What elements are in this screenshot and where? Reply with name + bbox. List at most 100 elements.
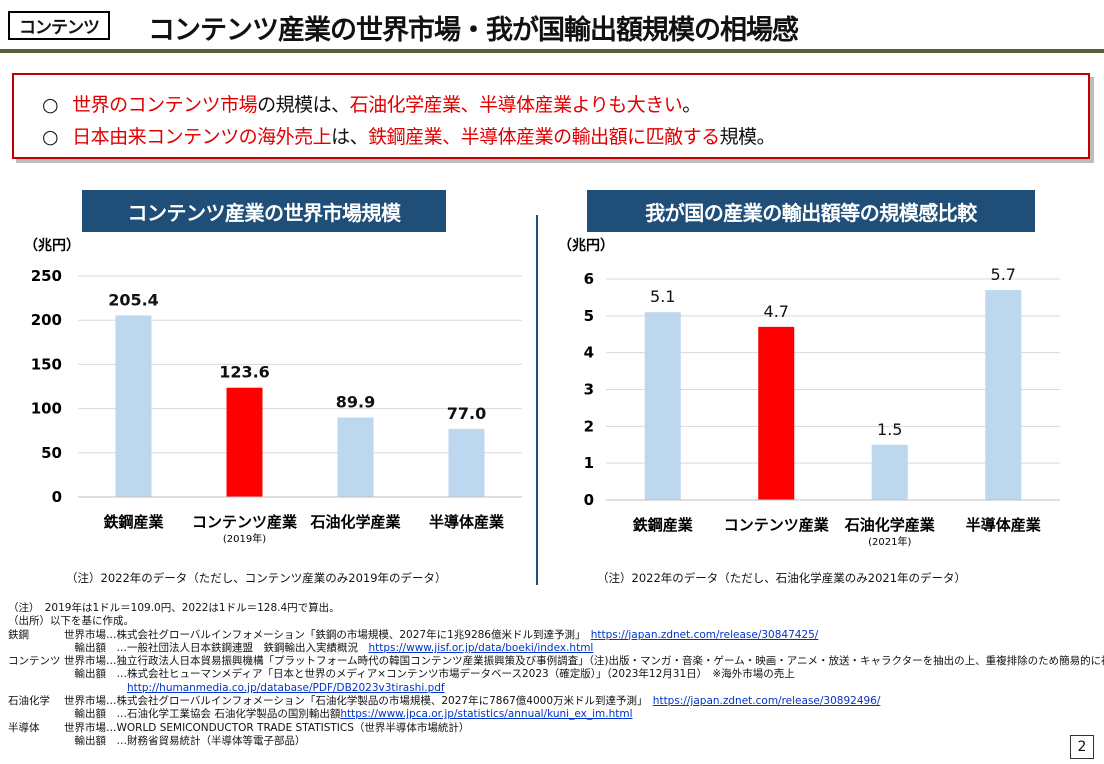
page-title: コンテンツ産業の世界市場・我が国輸出額規模の相場感 — [148, 15, 799, 46]
source-text: 輸出額 …一般社団法人日本鉄鋼連盟 鉄鋼輸出入実績概況 — [64, 641, 369, 654]
source-industry: コンテンツ — [8, 655, 61, 668]
category-label: 石油化学産業 — [844, 516, 936, 534]
source-text — [64, 682, 127, 695]
y-tick-label: 250 — [31, 267, 62, 285]
category-label: 半導体産業 — [966, 516, 1042, 534]
source-industry — [8, 642, 64, 655]
y-tick-label: 150 — [31, 355, 62, 373]
category-label: 石油化学産業 — [309, 513, 401, 531]
data-label: 205.4 — [108, 290, 159, 309]
source-link[interactable]: https://www.jpca.or.jp/statistics/annual… — [340, 708, 633, 721]
source-line: （出所）以下を基に作成。 — [8, 615, 1088, 628]
category-label: 鉄鋼産業 — [103, 513, 164, 531]
summary-text: 鉄鋼産業、半導体産業の輸出額に匹敵する — [368, 126, 720, 148]
section-tag: コンテンツ — [8, 11, 110, 40]
source-text: 世界市場…株式会社グローバルインフォメーション「鉄鋼の市場規模、2027年に1兆… — [64, 628, 591, 641]
source-text: 世界市場…独立行政法人日本貿易振興機構「プラットフォーム時代の韓国コンテンツ産業… — [64, 655, 1104, 668]
y-tick-label: 5 — [584, 307, 594, 325]
source-line: 半導体 世界市場…WORLD SEMICONDUCTOR TRADE STATIS… — [8, 722, 1088, 735]
category-note: (2021年) — [868, 535, 911, 548]
source-text: 輸出額 …株式会社ヒューマンメディア「日本と世界のメディア×コンテンツ市場データ… — [64, 668, 795, 681]
source-notes: （注） 2019年は1ドル＝109.0円、2022は1ドル＝128.4円で算出。… — [8, 602, 1104, 748]
y-tick-label: 2 — [584, 417, 594, 435]
summary-text: 規模。 — [719, 126, 776, 148]
source-industry: 半導体 — [8, 721, 40, 734]
source-industry: 鉄鋼 — [8, 628, 29, 641]
source-line: 鉄鋼 世界市場…株式会社グローバルインフォメーション「鉄鋼の市場規模、2027年に… — [8, 629, 1088, 642]
bar — [226, 387, 263, 497]
y-tick-label: 0 — [584, 491, 594, 509]
data-label: 1.5 — [877, 420, 902, 439]
source-text: 世界市場…WORLD SEMICONDUCTOR TRADE STATISTIC… — [64, 721, 470, 734]
source-link[interactable]: https://www.jisf.or.jp/data/boeki/index.… — [368, 641, 594, 654]
y-axis-unit: （兆円） — [24, 238, 80, 254]
chart-2-title: 我が国の産業の輸出額等の規模感比較 — [587, 190, 1035, 232]
bar — [448, 428, 485, 497]
bar — [985, 290, 1022, 500]
summary-text: 日本由来コンテンツの海外売上 — [72, 126, 332, 148]
y-axis-unit: （兆円） — [558, 238, 614, 254]
source-line: 輸出額 …株式会社ヒューマンメディア「日本と世界のメディア×コンテンツ市場データ… — [8, 668, 1088, 681]
page-number: 2 — [1070, 735, 1094, 759]
source-line: 輸出額 …財務省貿易統計（半導体等電子部品） — [8, 735, 1088, 748]
source-line: 石油化学 世界市場…株式会社グローバルインフォメーション「石油化学製品の市場規模、… — [8, 695, 1088, 708]
source-line: 輸出額 …一般社団法人日本鉄鋼連盟 鉄鋼輸出入実績概況 https://www.… — [8, 642, 1088, 655]
y-tick-label: 3 — [584, 381, 594, 399]
source-text: （注） 2019年は1ドル＝109.0円、2022は1ドル＝128.4円で算出。 — [8, 602, 340, 614]
data-label: 4.7 — [764, 302, 789, 321]
y-tick-label: 0 — [52, 488, 62, 506]
y-tick-label: 100 — [31, 400, 62, 418]
source-industry — [8, 668, 64, 681]
category-label: コンテンツ産業 — [724, 516, 830, 534]
y-tick-label: 6 — [584, 270, 594, 288]
chart-1: （兆円） 0 50 100 150 200 250 205.4 鉄鋼産業 123.6 コンテンツ産業… — [24, 238, 522, 545]
data-label: 77.0 — [447, 404, 486, 423]
title-underline — [0, 49, 1104, 53]
chart-divider — [536, 215, 538, 585]
bar — [115, 315, 152, 497]
y-tick-label: 1 — [584, 454, 594, 472]
summary-text: 石油化学産業、半導体産業よりも大きい — [349, 94, 683, 116]
summary-line-1: ○ 世界のコンテンツ市場の規模は、石油化学産業、半導体産業よりも大きい。 — [42, 89, 1088, 121]
summary-line-2: ○ 日本由来コンテンツの海外売上は、鉄鋼産業、半導体産業の輸出額に匹敵する規模。 — [42, 121, 1088, 153]
category-label: コンテンツ産業 — [192, 513, 298, 531]
summary-text: は、 — [331, 126, 369, 148]
chart-2-note: （注）2022年のデータ（ただし、石油化学産業のみ2021年のデータ） — [597, 571, 967, 585]
source-industry — [8, 682, 64, 695]
source-line: 輸出額 …石油化学工業協会 石油化学製品の国別輸出額 https://www.j… — [8, 708, 1088, 721]
category-label: 半導体産業 — [429, 513, 505, 531]
chart-1-note: （注）2022年のデータ（ただし、コンテンツ産業のみ2019年のデータ） — [66, 571, 447, 585]
summary-text: 。 — [682, 94, 701, 116]
source-link[interactable]: http://humanmedia.co.jp/database/PDF/DB2… — [127, 681, 445, 694]
summary-box: ○ 世界のコンテンツ市場の規模は、石油化学産業、半導体産業よりも大きい。 ○ 日本由… — [12, 73, 1090, 159]
source-text: 世界市場…株式会社グローバルインフォメーション「石油化学製品の市場規模、2027… — [64, 695, 653, 708]
bar — [337, 417, 374, 497]
source-text: 輸出額 …財務省貿易統計（半導体等電子部品） — [64, 734, 306, 747]
category-note: (2019年) — [223, 532, 266, 545]
source-industry — [8, 708, 64, 721]
data-label: 89.9 — [336, 393, 375, 412]
summary-text: の規模は、 — [257, 94, 350, 116]
source-text: 輸出額 …石油化学工業協会 石油化学製品の国別輸出額 — [64, 708, 341, 721]
data-label: 123.6 — [219, 363, 270, 382]
bullet-circle-icon: ○ — [42, 94, 59, 116]
summary-text: 世界のコンテンツ市場 — [72, 94, 258, 116]
bullet-circle-icon: ○ — [42, 126, 59, 148]
y-tick-label: 50 — [41, 444, 62, 462]
source-line: http://humanmedia.co.jp/database/PDF/DB2… — [8, 682, 1088, 695]
source-line: （注） 2019年は1ドル＝109.0円、2022は1ドル＝128.4円で算出。 — [8, 602, 1088, 615]
bar — [644, 312, 681, 500]
source-line: コンテンツ 世界市場…独立行政法人日本貿易振興機構「プラットフォーム時代の韓国コン… — [8, 655, 1104, 668]
source-link[interactable]: https://japan.zdnet.com/release/30847425… — [590, 628, 819, 641]
source-link[interactable]: https://japan.zdnet.com/release/30892496… — [652, 695, 881, 708]
y-tick-label: 200 — [31, 311, 62, 329]
y-tick-label: 4 — [584, 344, 594, 362]
source-text: （出所）以下を基に作成。 — [8, 615, 134, 628]
data-label: 5.1 — [650, 287, 675, 306]
chart-1-title: コンテンツ産業の世界市場規模 — [82, 190, 446, 232]
source-industry — [8, 735, 64, 748]
data-label: 5.7 — [991, 265, 1016, 284]
bar — [758, 326, 795, 500]
bar — [871, 444, 908, 500]
category-label: 鉄鋼産業 — [633, 516, 694, 534]
